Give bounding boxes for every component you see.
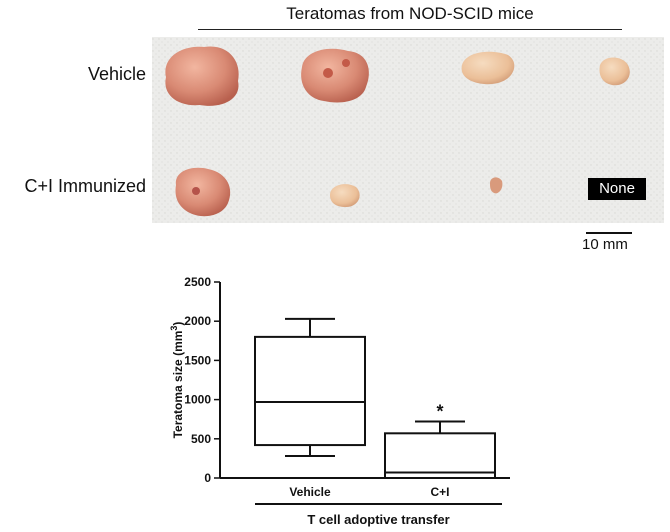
photo-title-line	[198, 29, 622, 30]
teratoma-vehicle-4	[599, 57, 630, 86]
teratoma-vehicle-2	[301, 48, 369, 103]
y-tick-label: 2000	[184, 314, 211, 328]
row-label-ci-immunized: C+I Immunized	[24, 176, 146, 196]
teratoma-ci-2	[330, 184, 360, 207]
box-iqr	[384, 432, 496, 479]
row-label-vehicle: Vehicle	[87, 64, 146, 84]
y-tick-label: 0	[204, 471, 211, 485]
box-plot-chart: 0 500 1000 1500 2000 2500 Teratoma size (mm3) V…	[169, 275, 510, 527]
y-axis-label: Teratoma size (mm3)	[169, 322, 185, 439]
teratoma-vehicle-3	[461, 51, 515, 85]
teratoma-ci-3	[490, 177, 503, 194]
photo-title: Teratomas from NOD-SCID mice	[286, 4, 534, 23]
y-tick-label: 1000	[184, 393, 211, 407]
teratoma-photo	[152, 37, 664, 223]
x-tick-label: Vehicle	[289, 485, 331, 499]
x-axis-label: T cell adoptive transfer	[307, 512, 449, 527]
box-iqr	[254, 335, 366, 447]
none-badge: None	[588, 178, 646, 200]
teratoma-vehicle-1	[165, 46, 239, 106]
scale-bar	[586, 232, 632, 234]
x-tick-label: C+I	[430, 485, 449, 499]
y-tick-label: 1500	[184, 353, 211, 367]
y-tick-label: 2500	[184, 275, 211, 289]
significance-annotation: *	[436, 402, 443, 422]
teratoma-ci-1	[175, 167, 231, 217]
y-tick-label: 500	[191, 432, 211, 446]
scale-bar-label: 10 mm	[582, 236, 628, 253]
